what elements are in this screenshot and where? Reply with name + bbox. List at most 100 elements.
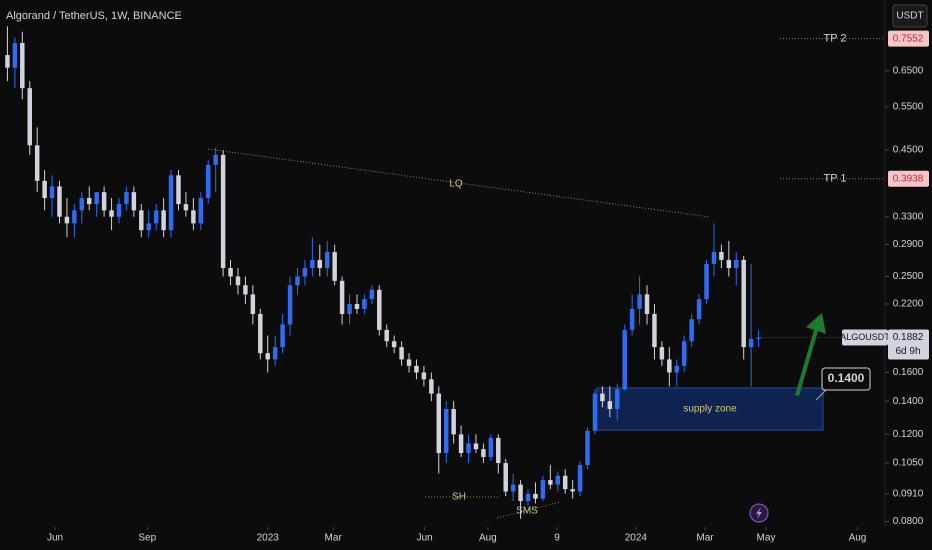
supply-zone [596, 387, 824, 431]
y-tick-label: 0.1600 [893, 367, 924, 378]
candle-body [49, 186, 55, 199]
candle-body [12, 43, 18, 68]
symbol-pill [842, 329, 888, 346]
candle-body [681, 341, 687, 366]
candle-body [79, 198, 85, 211]
candle-body [562, 475, 568, 490]
candle-body [109, 210, 114, 217]
candle-body [57, 186, 62, 217]
candle-body [473, 443, 479, 450]
countdown: 6d 9h [895, 346, 920, 357]
candle-body [250, 294, 256, 314]
candle-body [161, 210, 166, 231]
candle-body [324, 252, 330, 269]
candle-body [72, 210, 77, 224]
x-tick-label: Aug [849, 533, 867, 544]
candle-body [391, 341, 397, 348]
candle-body [748, 338, 754, 348]
candle-body [87, 198, 92, 205]
candle-body [220, 154, 226, 269]
y-tick-label: 0.2900 [893, 239, 924, 250]
candle-body [496, 437, 501, 464]
candle-body [674, 365, 679, 373]
candle-body [689, 319, 694, 342]
y-tick-label: 0.5500 [893, 102, 924, 113]
candle-body [272, 347, 278, 360]
candle-body [176, 175, 181, 205]
candle-body [206, 164, 211, 199]
x-tick-label: 2023 [257, 533, 280, 544]
candle-body [362, 299, 367, 309]
candle-body [302, 268, 308, 277]
candle-body [198, 198, 204, 224]
y-tick-label: 0.6500 [893, 66, 924, 77]
candle-body [414, 365, 419, 373]
callout-label: 0.1400 [828, 371, 865, 385]
candle-body [548, 480, 553, 485]
sms-line [496, 501, 561, 519]
candle-body [34, 145, 40, 181]
candle-body [719, 252, 724, 260]
x-tick-label: 9 [554, 533, 560, 544]
candle-body [615, 389, 620, 410]
callout-box [821, 367, 871, 391]
candle-body [629, 308, 635, 330]
candle-body [488, 437, 494, 458]
sh-label: SH [452, 492, 466, 503]
candle-body [481, 449, 486, 458]
candle-body [295, 276, 300, 286]
event-icon-bolt [756, 507, 762, 519]
candle-body [139, 210, 144, 231]
x-tick-label: May [757, 533, 776, 544]
x-tick-label: Sep [138, 533, 156, 544]
candle-body [458, 434, 464, 454]
candle-body [116, 204, 122, 217]
candle-body [42, 180, 47, 199]
candle-body [406, 359, 412, 366]
candle-body [466, 443, 471, 454]
candle-body [510, 484, 516, 492]
candle-body [696, 299, 702, 320]
candle-body [518, 484, 523, 502]
candle-body [258, 313, 263, 354]
candle-body [503, 463, 508, 492]
candle-body [27, 88, 32, 146]
x-tick-label: Mar [325, 533, 343, 544]
candle-body [310, 259, 315, 269]
candle-body [243, 285, 248, 295]
candle-body [421, 372, 427, 380]
candle-body [637, 294, 642, 309]
candle-body [64, 216, 70, 224]
y-tick-label: 0.1200 [893, 429, 924, 440]
candle-body [354, 303, 360, 309]
x-tick-label: Aug [479, 533, 497, 544]
candle-body [644, 294, 650, 314]
currency-button[interactable] [892, 4, 928, 28]
candle-body [265, 353, 270, 360]
y-tick-label: 0.2200 [893, 299, 924, 310]
candle-body [124, 192, 129, 205]
y-tick-label: 0.0800 [893, 516, 924, 527]
last-price-pill [888, 329, 929, 360]
x-tick-label: Mar [696, 533, 714, 544]
candle-body [153, 210, 159, 224]
y-tick-label: 0.4500 [893, 145, 924, 156]
up-arrow [795, 313, 826, 396]
candle-body [235, 276, 241, 286]
candle-body [20, 43, 25, 89]
y-tick-label: 0.1050 [893, 458, 924, 469]
candle-body [347, 303, 352, 314]
candle-body [540, 480, 546, 499]
target-pill [888, 30, 929, 47]
candle-body [451, 409, 456, 435]
candle-body [377, 289, 382, 330]
candle-body [317, 259, 323, 269]
candle-body [436, 393, 442, 454]
candle-body [280, 324, 285, 348]
candle-body [600, 393, 605, 402]
candle-body [168, 175, 174, 231]
supply-zone-label: supply zone [683, 404, 737, 415]
candle-body [577, 465, 583, 492]
lq-label: LQ [449, 179, 463, 190]
